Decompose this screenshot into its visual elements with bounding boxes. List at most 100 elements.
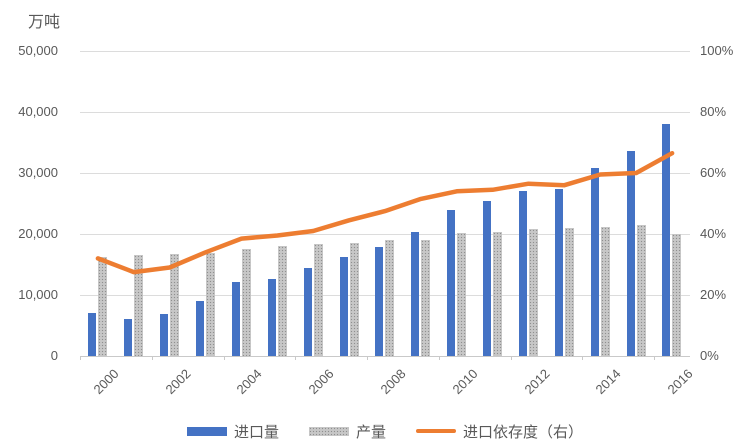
right-axis-tick-label: 60% xyxy=(700,165,727,180)
legend-label-dependency: 进口依存度（右） xyxy=(463,423,584,441)
production-bar xyxy=(564,227,574,356)
category-2003 xyxy=(188,51,224,356)
dependency-line xyxy=(95,150,675,275)
gridline xyxy=(80,51,690,52)
gridline xyxy=(80,234,690,235)
production-bar xyxy=(636,224,646,356)
import-bar xyxy=(662,123,671,356)
import-bar xyxy=(267,278,276,356)
right-axis-tick-label: 20% xyxy=(700,287,727,302)
production-bar xyxy=(206,252,216,356)
production-bar xyxy=(313,243,323,356)
category-2006 xyxy=(295,51,331,356)
category-2014 xyxy=(582,51,618,356)
category-2007 xyxy=(331,51,367,356)
x-axis-tick-label: 2016 xyxy=(664,366,696,398)
left-axis-tick-label: 50,000 xyxy=(18,43,58,58)
left-axis-title: 万吨 xyxy=(28,14,61,31)
x-axis-tick-label: 2000 xyxy=(90,366,122,398)
production-bar xyxy=(134,255,144,356)
production-swatch xyxy=(308,426,349,436)
import-bar xyxy=(160,313,169,356)
production-bar xyxy=(672,234,682,356)
legend: 进口量 产量 进口依存度（右） xyxy=(0,418,750,444)
import-bar xyxy=(626,151,635,356)
import-bar xyxy=(590,168,599,356)
left-axis-tick-label: 40,000 xyxy=(18,104,58,119)
plot-area xyxy=(80,51,690,357)
import-bar xyxy=(518,190,527,356)
production-bar xyxy=(170,253,180,356)
gridline xyxy=(80,173,690,174)
bar-series-container xyxy=(80,51,690,356)
right-axis-tick-label: 0% xyxy=(700,348,719,363)
gridline xyxy=(80,356,690,357)
category-2011 xyxy=(475,51,511,356)
left-axis-tick-label: 10,000 xyxy=(18,287,58,302)
x-axis-tick xyxy=(295,356,297,360)
import-bar xyxy=(483,201,492,356)
import-bar xyxy=(124,319,133,356)
production-bar xyxy=(457,233,467,356)
category-2005 xyxy=(259,51,295,356)
x-axis-tick-label: 2010 xyxy=(449,366,481,398)
dependency-line-series xyxy=(95,150,675,275)
left-axis-tick-label: 0 xyxy=(50,348,58,363)
category-2001 xyxy=(116,51,152,356)
x-axis-tick-label: 2012 xyxy=(521,366,553,398)
x-axis-tick xyxy=(367,356,369,360)
import-bar xyxy=(231,281,240,356)
x-axis-tick xyxy=(80,356,81,360)
category-2015 xyxy=(618,51,654,356)
import-bar xyxy=(554,188,563,356)
imports-swatch xyxy=(186,426,227,436)
production-bar xyxy=(241,248,251,356)
right-axis-tick-label: 40% xyxy=(700,226,727,241)
x-axis-tick xyxy=(438,356,440,360)
category-2000 xyxy=(80,51,116,356)
production-bar xyxy=(98,256,108,356)
import-bar xyxy=(303,267,312,356)
category-2013 xyxy=(546,51,582,356)
category-2002 xyxy=(152,51,188,356)
production-bar xyxy=(493,232,503,356)
x-axis-tick-label: 2002 xyxy=(162,366,194,398)
gridline xyxy=(80,112,690,113)
category-2008 xyxy=(367,51,403,356)
x-axis-tick xyxy=(654,356,656,360)
x-axis-tick xyxy=(510,356,512,360)
production-bar xyxy=(277,245,287,356)
import-bar xyxy=(447,210,456,356)
legend-label-imports: 进口量 xyxy=(233,423,279,441)
x-axis-tick xyxy=(151,356,153,360)
production-bar xyxy=(528,229,538,356)
left-axis-tick-label: 20,000 xyxy=(18,226,58,241)
production-bar xyxy=(349,242,359,356)
right-axis-tick-label: 80% xyxy=(700,104,727,119)
legend-item-production: 产量 xyxy=(308,421,386,442)
import-bar xyxy=(375,246,384,356)
category-2009 xyxy=(403,51,439,356)
x-axis-tick-label: 2004 xyxy=(234,366,266,398)
import-bar xyxy=(411,231,420,356)
x-axis-tick-label: 2006 xyxy=(305,366,337,398)
category-2004 xyxy=(224,51,260,356)
gridline xyxy=(80,295,690,296)
production-bar xyxy=(385,240,395,356)
x-axis-tick-label: 2008 xyxy=(377,366,409,398)
legend-item-dependency: 进口依存度（右） xyxy=(416,421,583,442)
import-bar xyxy=(196,300,205,356)
right-axis-tick-label: 100% xyxy=(700,43,734,58)
legend-item-imports: 进口量 xyxy=(186,421,279,442)
dependency-swatch xyxy=(416,429,456,433)
legend-label-production: 产量 xyxy=(355,423,386,441)
x-axis-tick xyxy=(223,356,225,360)
import-bar xyxy=(88,313,97,356)
x-axis-tick-label: 2014 xyxy=(592,366,624,398)
left-axis-tick-label: 30,000 xyxy=(18,165,58,180)
production-bar xyxy=(600,227,610,356)
import-bar xyxy=(339,256,348,356)
x-axis-tick xyxy=(582,356,584,360)
category-2016 xyxy=(654,51,690,356)
